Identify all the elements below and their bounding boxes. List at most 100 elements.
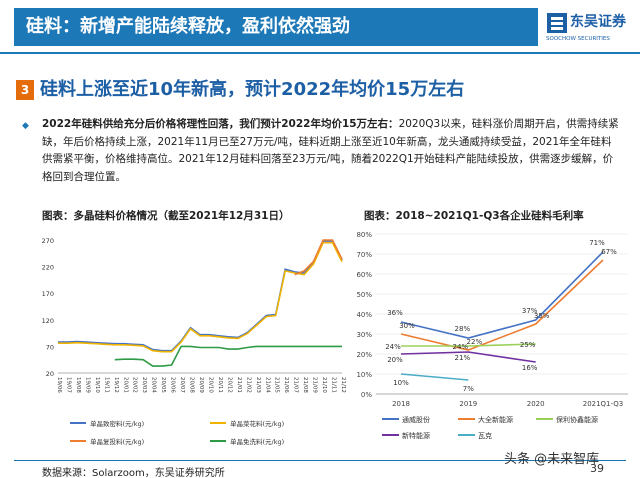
y-tick-label: 170 [42, 290, 54, 298]
x-tick-label: 19/08 [75, 377, 81, 393]
series-line-2 [58, 241, 343, 353]
section-number: 3 [16, 80, 34, 100]
page-footer: 数据来源：Solarzoom，东吴证券研究所 39 [0, 460, 640, 478]
x-tick-label: 21/03 [255, 377, 261, 393]
y-tick-label: 10% [356, 371, 372, 379]
legend-label: 单晶致密料(元/kg) [90, 419, 144, 428]
data-label: 36% [387, 309, 403, 317]
x-tick-label: 19/10 [94, 377, 100, 393]
y-tick-label: 50% [356, 291, 372, 299]
data-label: 24% [453, 343, 469, 351]
x-tick-label: 21/04 [264, 377, 270, 393]
footer-divider [14, 460, 626, 461]
y-tick-label: 70% [356, 251, 372, 259]
data-label: 37% [522, 307, 538, 315]
x-tick-label: 20/02 [132, 377, 138, 393]
logo-text-en: SOOCHOW SECURITIES [546, 36, 610, 42]
y-tick-label: 20 [46, 370, 54, 378]
page-number: 39 [590, 462, 604, 475]
x-tick-label: 20/01 [122, 377, 128, 393]
data-label: 10% [393, 379, 409, 387]
data-source: 数据来源：Solarzoom，东吴证券研究所 [42, 468, 225, 478]
series-line-3 [401, 343, 536, 347]
x-tick-label: 19/07 [65, 377, 71, 393]
x-tick-label: 21/06 [283, 377, 289, 393]
x-tick-label: 19/09 [84, 377, 90, 393]
series-line-5 [400, 373, 469, 381]
polysilicon-price-chart: 270 220 170 120 70 2019/06 19/07 19/08 19/09 19/1… [42, 237, 346, 446]
x-tick-label: 20/04 [151, 377, 157, 393]
series-line-4 [400, 351, 536, 363]
legend-label: 通威股份 [402, 415, 430, 424]
data-label: 71% [589, 239, 605, 247]
right-chart-title: 图表：2018~2021Q1-Q3各企业硅料毛利率 [364, 210, 584, 222]
header-divider [0, 52, 640, 54]
x-tick-label: 21/02 [245, 377, 251, 393]
y-tick-label: 70 [46, 343, 54, 351]
x-tick-label: 21/08 [302, 377, 308, 393]
series-line-2 [400, 259, 604, 351]
logo-text-cn: 东吴证券 [570, 14, 626, 30]
watermark: 头条 @未来智库 [504, 452, 600, 467]
x-tick-label: 20/09 [198, 377, 204, 393]
data-label: 22% [467, 338, 483, 346]
y-tick-label: 20% [356, 351, 372, 359]
x-tick-label: 20/07 [179, 377, 185, 393]
x-tick-label: 21/07 [293, 377, 299, 393]
page-header: 硅料：新增产能陆续释放，盈利依然强劲 东吴证券 SOOCHOW SECURITI… [0, 0, 640, 56]
data-label: 7% [463, 385, 474, 393]
data-label: 30% [399, 322, 415, 330]
x-tick-label: 21/09 [312, 377, 318, 393]
x-tick-label: 20/10 [207, 377, 213, 393]
left-chart-title: 图表：多晶硅料价格情况（截至2021年12月31日） [42, 210, 290, 222]
body-text: 2020Q3以来，硅料涨价周期开启，供需持续紧缺，年后价格持续上涨，2021年1… [42, 118, 619, 183]
legend-label: 新特能源 [402, 431, 430, 440]
data-label: 21% [455, 354, 471, 362]
data-label: 16% [522, 364, 538, 372]
legend-label: 大全新能源 [478, 415, 513, 424]
x-tick-label: 20/03 [141, 377, 147, 393]
logo-mark-icon [547, 13, 567, 33]
data-label: 67% [601, 248, 617, 256]
y-tick-label: 60% [356, 271, 372, 279]
title-bar [14, 8, 538, 46]
series-line-1 [400, 251, 604, 339]
x-tick-label: 20/05 [160, 377, 166, 393]
data-label: 28% [455, 325, 471, 333]
x-tick-label: 19/06 [56, 377, 62, 393]
data-label: 24% [385, 343, 401, 351]
bullet-diamond-icon: ◆ [22, 121, 29, 131]
x-tick-label: 19/11 [103, 377, 109, 393]
section-title: 硅料上涨至近10年新高，预计2022年均价15万左右 [40, 79, 465, 100]
x-tick-label: 2020 [527, 400, 545, 408]
legend-label: 单晶免洗料(元/kg) [230, 437, 284, 446]
x-tick-label: 2021Q1-Q3 [583, 400, 624, 408]
x-tick-label: 21/12 [340, 377, 346, 393]
x-tick-label: 20/11 [217, 377, 223, 393]
x-tick-label: 20/08 [189, 377, 195, 393]
page-title: 硅料：新增产能陆续释放，盈利依然强劲 [26, 16, 350, 37]
series-line-3 [294, 239, 343, 276]
x-tick-label: 21/05 [274, 377, 280, 393]
body-lead: 2022年硅料供给充分后价格将理性回落，我们预计2022年均价15万左右： [42, 118, 399, 130]
company-logo: 东吴证券 SOOCHOW SECURITIES [546, 10, 638, 46]
y-tick-label: 80% [356, 231, 372, 239]
body-paragraph: 2022年硅料供给充分后价格将理性回落，我们预计2022年均价15万左右：202… [42, 116, 622, 186]
x-tick-label: 21/01 [236, 377, 242, 393]
data-label: 25% [520, 341, 536, 349]
x-tick-label: 19/12 [113, 377, 119, 393]
legend-label: 单晶复投料(元/kg) [90, 437, 144, 446]
x-tick-label: 21/11 [331, 377, 337, 393]
y-tick-label: 270 [42, 237, 54, 245]
x-tick-label: 2019 [459, 400, 477, 408]
series-line-1 [58, 240, 343, 352]
data-label: 20% [387, 356, 403, 364]
x-tick-label: 20/06 [170, 377, 176, 393]
series-line-4 [114, 345, 342, 367]
legend-label: 瓦克 [478, 432, 492, 440]
y-tick-label: 0% [361, 391, 372, 399]
x-tick-label: 20/12 [226, 377, 232, 393]
data-label: 35% [534, 312, 550, 320]
gross-margin-chart: 80% 70% 60% 50% 40% 30% 20% 10% 0% 2018 2019 2020 20… [356, 231, 628, 440]
y-tick-label: 220 [42, 264, 54, 272]
